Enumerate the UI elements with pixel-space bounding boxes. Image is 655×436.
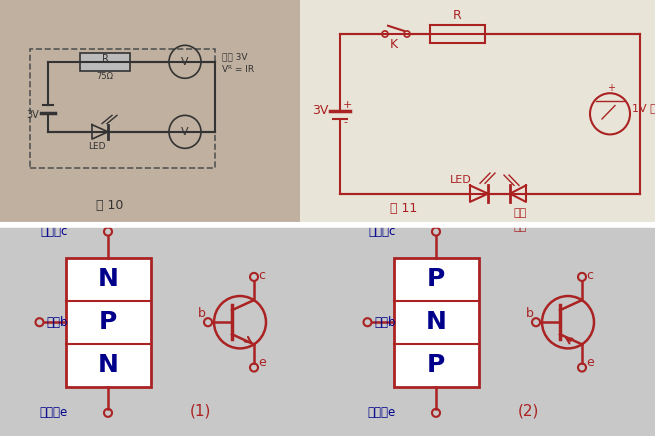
Text: Vᴿ = IR: Vᴿ = IR	[222, 65, 254, 74]
Text: 电池: 电池	[513, 221, 526, 232]
Text: 发射极e: 发射极e	[367, 406, 396, 419]
Text: R: R	[453, 9, 461, 21]
Text: 图 10: 图 10	[96, 199, 124, 212]
Text: +: +	[607, 83, 615, 93]
Text: +: +	[343, 100, 352, 110]
Text: 量程 3V: 量程 3V	[222, 53, 248, 62]
Text: b: b	[526, 307, 534, 320]
Text: c: c	[586, 269, 593, 282]
Bar	[80, 52, 130, 71]
Text: V: V	[181, 127, 189, 137]
Text: P: P	[427, 267, 445, 291]
Text: (2): (2)	[517, 404, 538, 419]
Text: R: R	[102, 54, 109, 64]
Text: N: N	[98, 267, 119, 291]
Text: V: V	[181, 57, 189, 67]
Text: N: N	[426, 310, 447, 334]
Bar	[430, 25, 485, 43]
Text: -: -	[343, 117, 347, 126]
Text: 1V 挡: 1V 挡	[632, 103, 655, 113]
Text: b: b	[198, 307, 206, 320]
Text: LED: LED	[450, 175, 472, 185]
Text: N: N	[98, 353, 119, 377]
Text: 基电极c: 基电极c	[40, 225, 67, 238]
Bar	[66, 258, 151, 387]
Text: e: e	[258, 355, 266, 368]
Bar	[0, 0, 300, 225]
Text: (1): (1)	[189, 404, 211, 419]
Text: 硅光: 硅光	[513, 208, 526, 218]
Text: LED: LED	[88, 142, 105, 151]
Bar	[300, 0, 655, 225]
Bar	[30, 49, 215, 168]
Text: K: K	[390, 38, 398, 51]
Text: P: P	[99, 310, 117, 334]
Text: e: e	[586, 355, 593, 368]
Text: 基极b: 基极b	[374, 316, 396, 329]
Text: c: c	[258, 269, 265, 282]
Text: 图 11: 图 11	[390, 202, 417, 215]
Bar	[394, 258, 479, 387]
Text: 基极b: 基极b	[46, 316, 67, 329]
Text: 基电极c: 基电极c	[368, 225, 396, 238]
Text: 75Ω: 75Ω	[96, 72, 113, 81]
Text: P: P	[427, 353, 445, 377]
Text: 发射极e: 发射极e	[39, 406, 67, 419]
Text: 3V: 3V	[312, 104, 328, 117]
Text: 3V: 3V	[26, 110, 39, 120]
